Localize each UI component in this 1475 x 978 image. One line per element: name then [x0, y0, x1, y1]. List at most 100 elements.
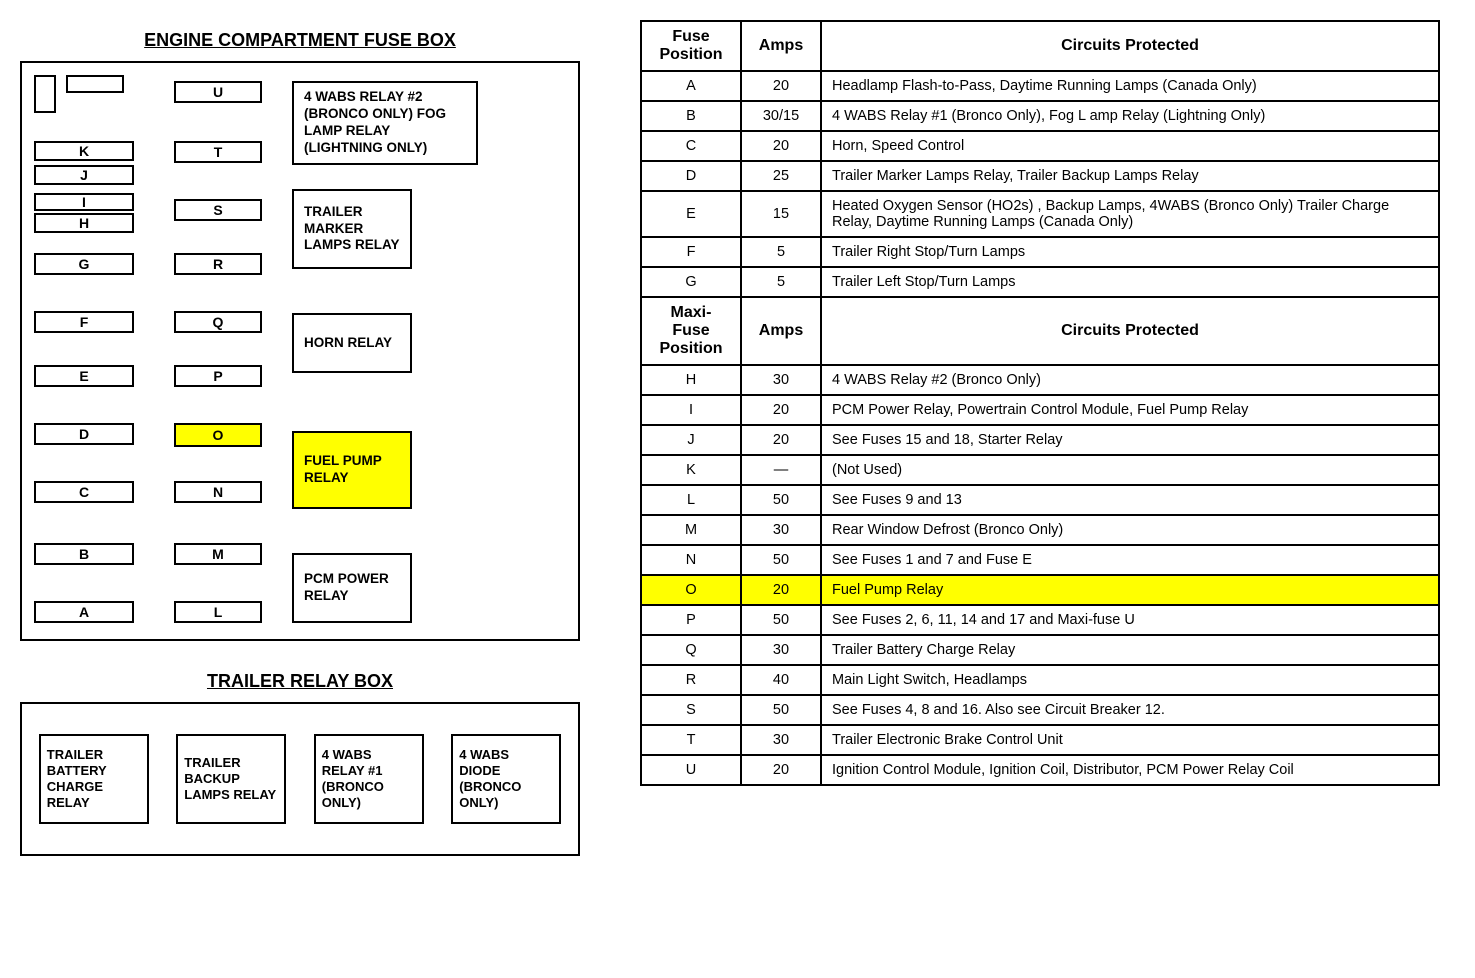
- trailer-relay-1: TRAILER BATTERY CHARGE RELAY: [39, 734, 149, 824]
- fuse-D: D: [34, 423, 134, 445]
- page: ENGINE COMPARTMENT FUSE BOX KJIHGFEDCBAU…: [20, 20, 1455, 856]
- cell-desc: Trailer Marker Lamps Relay, Trailer Back…: [821, 161, 1439, 191]
- cell-amps: 30: [741, 515, 821, 545]
- table-row: R40Main Light Switch, Headlamps: [641, 665, 1439, 695]
- right-column: Fuse Position Amps Circuits Protected A2…: [640, 20, 1440, 786]
- cell-position: A: [641, 71, 741, 101]
- table-row: C20Horn, Speed Control: [641, 131, 1439, 161]
- cell-amps: 5: [741, 267, 821, 297]
- table-row: E15Heated Oxygen Sensor (HO2s) , Backup …: [641, 191, 1439, 237]
- cell-amps: 30/15: [741, 101, 821, 131]
- table-row: M30Rear Window Defrost (Bronco Only): [641, 515, 1439, 545]
- fuse-T: T: [174, 141, 262, 163]
- table-row: S50See Fuses 4, 8 and 16. Also see Circu…: [641, 695, 1439, 725]
- cell-position: J: [641, 425, 741, 455]
- cell-desc: Heated Oxygen Sensor (HO2s) , Backup Lam…: [821, 191, 1439, 237]
- cell-desc: Trailer Right Stop/Turn Lamps: [821, 237, 1439, 267]
- cell-position: K: [641, 455, 741, 485]
- fuse-P: P: [174, 365, 262, 387]
- cell-position: E: [641, 191, 741, 237]
- cell-position: F: [641, 237, 741, 267]
- cell-desc: 4 WABS Relay #1 (Bronco Only), Fog L amp…: [821, 101, 1439, 131]
- table-header-2: Maxi-Fuse Position Amps Circuits Protect…: [641, 297, 1439, 365]
- cell-desc: Main Light Switch, Headlamps: [821, 665, 1439, 695]
- th-fuse-position: Fuse Position: [641, 21, 741, 71]
- trailer-relay-3: 4 WABS RELAY #1 (BRONCO ONLY): [314, 734, 424, 824]
- trailer-relay-4: 4 WABS DIODE (BRONCO ONLY): [451, 734, 561, 824]
- fuse-O: O: [174, 423, 262, 447]
- relay-5: PCM POWER RELAY: [292, 553, 412, 623]
- cell-position: N: [641, 545, 741, 575]
- cell-amps: 50: [741, 485, 821, 515]
- table-row: T30Trailer Electronic Brake Control Unit: [641, 725, 1439, 755]
- fuse-blank-2: [66, 75, 124, 93]
- relay-3: HORN RELAY: [292, 313, 412, 373]
- fuse-G: G: [34, 253, 134, 275]
- engine-box-title: ENGINE COMPARTMENT FUSE BOX: [20, 30, 580, 51]
- fuse-L: L: [174, 601, 262, 623]
- cell-amps: 25: [741, 161, 821, 191]
- table-row: U20Ignition Control Module, Ignition Coi…: [641, 755, 1439, 785]
- fuse-blank-1: [34, 75, 56, 113]
- cell-desc: Headlamp Flash-to-Pass, Daytime Running …: [821, 71, 1439, 101]
- cell-position: D: [641, 161, 741, 191]
- cell-desc: Trailer Left Stop/Turn Lamps: [821, 267, 1439, 297]
- table-row: F5Trailer Right Stop/Turn Lamps: [641, 237, 1439, 267]
- th-amps: Amps: [741, 21, 821, 71]
- cell-position: M: [641, 515, 741, 545]
- fuse-K: K: [34, 141, 134, 161]
- cell-amps: 20: [741, 575, 821, 605]
- table-row: I20PCM Power Relay, Powertrain Control M…: [641, 395, 1439, 425]
- cell-desc: PCM Power Relay, Powertrain Control Modu…: [821, 395, 1439, 425]
- cell-amps: 50: [741, 605, 821, 635]
- cell-position: H: [641, 365, 741, 395]
- cell-position: U: [641, 755, 741, 785]
- cell-amps: 5: [741, 237, 821, 267]
- table-row: J20See Fuses 15 and 18, Starter Relay: [641, 425, 1439, 455]
- fuse-I: I: [34, 193, 134, 211]
- cell-desc: See Fuses 9 and 13: [821, 485, 1439, 515]
- table-row: N50See Fuses 1 and 7 and Fuse E: [641, 545, 1439, 575]
- fuse-U: U: [174, 81, 262, 103]
- th-circuits: Circuits Protected: [821, 21, 1439, 71]
- fuse-N: N: [174, 481, 262, 503]
- table-row: L50See Fuses 9 and 13: [641, 485, 1439, 515]
- fuse-table: Fuse Position Amps Circuits Protected A2…: [640, 20, 1440, 786]
- trailer-relay-2: TRAILER BACKUP LAMPS RELAY: [176, 734, 286, 824]
- fuse-Q: Q: [174, 311, 262, 333]
- table-row: O20Fuel Pump Relay: [641, 575, 1439, 605]
- cell-amps: 20: [741, 131, 821, 161]
- cell-position: L: [641, 485, 741, 515]
- table-row: A20Headlamp Flash-to-Pass, Daytime Runni…: [641, 71, 1439, 101]
- cell-amps: 30: [741, 635, 821, 665]
- cell-position: R: [641, 665, 741, 695]
- cell-desc: Ignition Control Module, Ignition Coil, …: [821, 755, 1439, 785]
- cell-position: G: [641, 267, 741, 297]
- cell-position: T: [641, 725, 741, 755]
- cell-amps: 15: [741, 191, 821, 237]
- cell-position: C: [641, 131, 741, 161]
- trailer-box-title: TRAILER RELAY BOX: [20, 671, 580, 692]
- th-maxi-position: Maxi-Fuse Position: [641, 297, 741, 365]
- cell-amps: —: [741, 455, 821, 485]
- relay-1: 4 WABS RELAY #2 (BRONCO ONLY) FOG LAMP R…: [292, 81, 478, 165]
- th-amps-2: Amps: [741, 297, 821, 365]
- cell-desc: (Not Used): [821, 455, 1439, 485]
- th-circuits-2: Circuits Protected: [821, 297, 1439, 365]
- fuse-F: F: [34, 311, 134, 333]
- fuse-M: M: [174, 543, 262, 565]
- fuse-J: J: [34, 165, 134, 185]
- cell-desc: See Fuses 2, 6, 11, 14 and 17 and Maxi-f…: [821, 605, 1439, 635]
- fuse-S: S: [174, 199, 262, 221]
- table-row: G5Trailer Left Stop/Turn Lamps: [641, 267, 1439, 297]
- table-row: Q30Trailer Battery Charge Relay: [641, 635, 1439, 665]
- cell-amps: 30: [741, 365, 821, 395]
- cell-position: I: [641, 395, 741, 425]
- cell-amps: 30: [741, 725, 821, 755]
- fuse-E: E: [34, 365, 134, 387]
- relay-4: FUEL PUMP RELAY: [292, 431, 412, 509]
- table-row: K—(Not Used): [641, 455, 1439, 485]
- cell-desc: Trailer Battery Charge Relay: [821, 635, 1439, 665]
- fuse-A: A: [34, 601, 134, 623]
- table-row: P50See Fuses 2, 6, 11, 14 and 17 and Max…: [641, 605, 1439, 635]
